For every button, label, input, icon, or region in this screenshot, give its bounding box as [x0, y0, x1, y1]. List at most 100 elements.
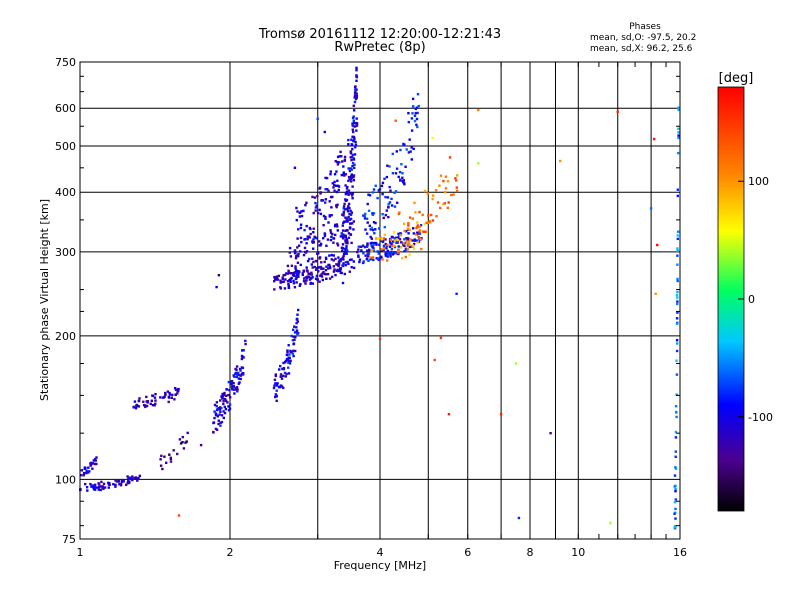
data-point [332, 237, 336, 240]
data-point [438, 184, 441, 187]
data-point [410, 117, 414, 120]
data-point [347, 138, 350, 142]
data-point [274, 373, 277, 376]
data-point [343, 220, 346, 223]
data-point [380, 184, 384, 188]
data-point [240, 366, 244, 369]
data-point [292, 349, 295, 352]
data-point [290, 264, 294, 267]
data-point [675, 349, 679, 353]
scatter-points [79, 66, 680, 530]
data-point [168, 391, 171, 395]
data-point [386, 243, 389, 246]
data-point [314, 209, 317, 212]
data-point [145, 404, 149, 408]
data-point [391, 253, 395, 256]
data-point [347, 202, 351, 206]
data-point [418, 210, 421, 214]
data-point [403, 238, 406, 241]
data-point [350, 174, 354, 178]
data-point [370, 237, 373, 240]
data-point [339, 269, 342, 272]
data-point [322, 267, 325, 270]
data-point [89, 482, 92, 486]
colorbar: [deg] 100 0 -100 [717, 71, 773, 512]
data-point [219, 421, 222, 425]
data-point [386, 164, 389, 167]
data-point [348, 212, 351, 216]
data-point [329, 170, 332, 173]
data-point [416, 233, 419, 236]
data-point [384, 242, 387, 246]
data-point [673, 512, 676, 515]
data-point [217, 274, 221, 277]
x-tick-label: 10 [571, 546, 585, 559]
data-point [137, 476, 140, 480]
data-point [153, 404, 156, 407]
data-point [312, 241, 315, 244]
data-point [352, 115, 355, 118]
data-point [374, 241, 377, 245]
data-point [456, 174, 459, 177]
data-point [427, 214, 430, 217]
data-point [421, 213, 424, 217]
data-point [366, 253, 369, 256]
data-point [381, 258, 384, 261]
data-point [343, 158, 347, 161]
colorbar-ticks: 100 0 -100 [738, 175, 773, 424]
data-point [446, 180, 450, 183]
data-point [213, 410, 216, 413]
data-point [367, 209, 371, 212]
data-point [136, 404, 139, 408]
data-point [301, 273, 304, 277]
data-point [381, 213, 384, 216]
data-point [410, 158, 413, 161]
data-point [418, 230, 421, 233]
data-point [102, 487, 105, 491]
data-point [355, 75, 358, 78]
data-point [355, 96, 358, 99]
data-point [295, 281, 298, 284]
data-point [159, 396, 162, 399]
data-point [347, 167, 350, 170]
data-point [101, 485, 105, 488]
data-point [410, 129, 414, 132]
data-point [221, 394, 224, 397]
data-point [346, 190, 349, 193]
data-point [330, 206, 333, 209]
data-point [288, 362, 292, 365]
data-point [185, 440, 188, 443]
data-point [350, 158, 353, 162]
data-point [342, 207, 345, 210]
data-point [292, 342, 295, 346]
data-point [275, 389, 278, 392]
data-point [323, 272, 326, 276]
data-point [132, 405, 136, 409]
data-point [301, 272, 304, 275]
data-point [303, 246, 307, 250]
data-point [319, 265, 323, 269]
data-point [349, 180, 353, 183]
data-point [346, 240, 349, 243]
data-point [295, 326, 298, 329]
data-point [674, 498, 677, 501]
data-point [308, 257, 311, 261]
data-point [676, 290, 679, 294]
data-point [166, 390, 170, 393]
data-point [368, 194, 372, 197]
data-point [169, 456, 172, 459]
data-point [276, 382, 279, 385]
data-point [407, 222, 410, 225]
data-point [325, 244, 328, 247]
data-point [145, 395, 148, 399]
data-point [288, 251, 291, 254]
data-point [93, 462, 96, 466]
data-point [82, 473, 85, 477]
data-point [341, 224, 344, 227]
data-point [339, 259, 342, 262]
data-point [82, 471, 86, 475]
data-point [102, 482, 106, 485]
data-point [447, 201, 450, 204]
data-point [312, 231, 315, 234]
data-point [365, 258, 368, 261]
